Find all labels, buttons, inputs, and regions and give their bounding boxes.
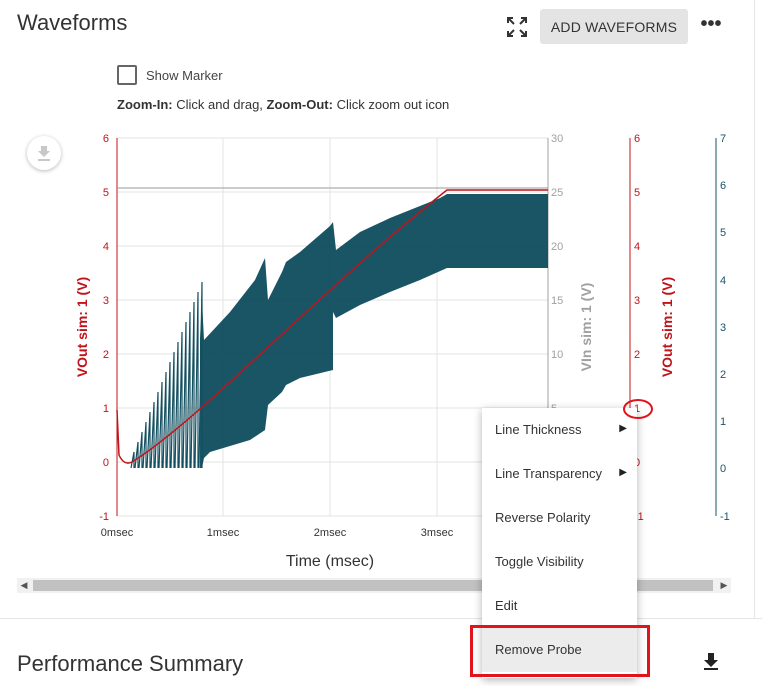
vin-tick: 30 [551,133,563,145]
menu-item-label: Line Transparency [495,466,602,481]
teal-tick: 1 [720,416,726,428]
highlight-oval [623,399,653,419]
scroll-left-arrow[interactable]: ◀ [20,580,28,590]
left-tick: 3 [103,295,109,307]
vout2-tick: 5 [634,187,640,199]
menu-item-line-thickness[interactable]: Line Thickness ▶ [482,408,637,452]
vout2-tick: 3 [634,295,640,307]
menu-item-reverse-polarity[interactable]: Reverse Polarity [482,496,637,540]
menu-item-label: Line Thickness [495,422,582,437]
teal-tick: 0 [720,463,726,475]
teal-tick: 7 [720,133,726,145]
show-marker-row: Show Marker [117,65,223,85]
probe-context-menu: Line Thickness ▶ Line Transparency ▶ Rev… [482,408,637,678]
left-tick: 5 [103,187,109,199]
x-tick: 2msec [314,527,347,539]
expand-icon[interactable] [506,16,528,38]
vout-waveform-red [116,189,548,464]
zoom-in-text: Click and drag, [172,97,267,112]
vout2-tick: -1 [634,511,644,523]
add-waveforms-button[interactable]: ADD WAVEFORMS [540,9,688,44]
vin-tick: 15 [551,295,563,307]
menu-item-line-transparency[interactable]: Line Transparency ▶ [482,452,637,496]
section-divider [0,618,762,619]
show-marker-label: Show Marker [146,67,223,83]
zoom-out-text: Click zoom out icon [332,97,450,112]
vout-waveform-teal [130,194,548,469]
left-axis-label: VOut sim: 1 (V) [74,277,90,377]
vout2-tick: 6 [634,133,640,145]
x-tick: 0msec [101,527,134,539]
left-tick: 6 [103,133,109,145]
teal-tick: 3 [720,322,726,334]
left-tick: 4 [103,241,109,253]
waveforms-card: Waveforms ADD WAVEFORMS ••• Show Marker … [0,0,755,618]
vin-tick: 25 [551,187,563,199]
teal-tick: 4 [720,275,726,287]
menu-item-label: Edit [495,598,518,613]
menu-item-remove-probe[interactable]: Remove Probe [482,628,637,672]
vout2-tick: 2 [634,349,640,361]
x-axis-label: Time (msec) [286,553,374,570]
download-icon [38,146,50,161]
teal-tick: 6 [720,180,726,192]
left-tick: 1 [103,403,109,415]
performance-summary-title: Performance Summary [17,651,244,676]
waveform-chart[interactable]: 6 5 4 3 2 1 0 -1 VOut sim: 1 (V) 30 25 2… [0,125,754,575]
menu-item-label: Reverse Polarity [495,510,591,525]
menu-item-toggle-visibility[interactable]: Toggle Visibility [482,540,637,584]
submenu-arrow-icon: ▶ [619,467,627,478]
x-tick: 1msec [207,527,240,539]
menu-item-label: Toggle Visibility [495,554,584,569]
download-icon[interactable] [700,650,722,672]
left-tick: 2 [103,349,109,361]
x-tick: 3msec [421,527,454,539]
teal-tick: 5 [720,227,726,239]
page-title: Waveforms [17,10,128,35]
chart-download-button[interactable] [27,136,61,170]
scrollbar-thumb[interactable] [33,580,713,591]
vout2-axis-label: VOut sim: 1 (V) [659,277,675,377]
menu-item-label: Remove Probe [495,642,582,657]
zoom-out-label: Zoom-Out: [266,97,333,112]
teal-tick: -1 [720,511,730,523]
submenu-arrow-icon: ▶ [619,423,627,434]
vin-axis-label: VIn sim: 1 (V) [578,283,594,372]
left-tick: 0 [103,457,109,469]
vin-tick: 20 [551,241,563,253]
highlight-box [470,625,650,677]
show-marker-checkbox[interactable] [117,65,137,85]
left-tick: -1 [99,511,109,523]
vin-tick: 10 [551,349,563,361]
more-vert-icon[interactable]: ••• [700,13,722,35]
scroll-right-arrow[interactable]: ▶ [720,580,728,590]
zoom-in-label: Zoom-In: [117,97,173,112]
vout2-tick: 0 [634,457,640,469]
zoom-hint: Zoom-In: Click and drag, Zoom-Out: Click… [117,97,449,112]
teal-tick: 2 [720,369,726,381]
vout2-tick: 4 [634,241,640,253]
menu-item-edit[interactable]: Edit [482,584,637,628]
